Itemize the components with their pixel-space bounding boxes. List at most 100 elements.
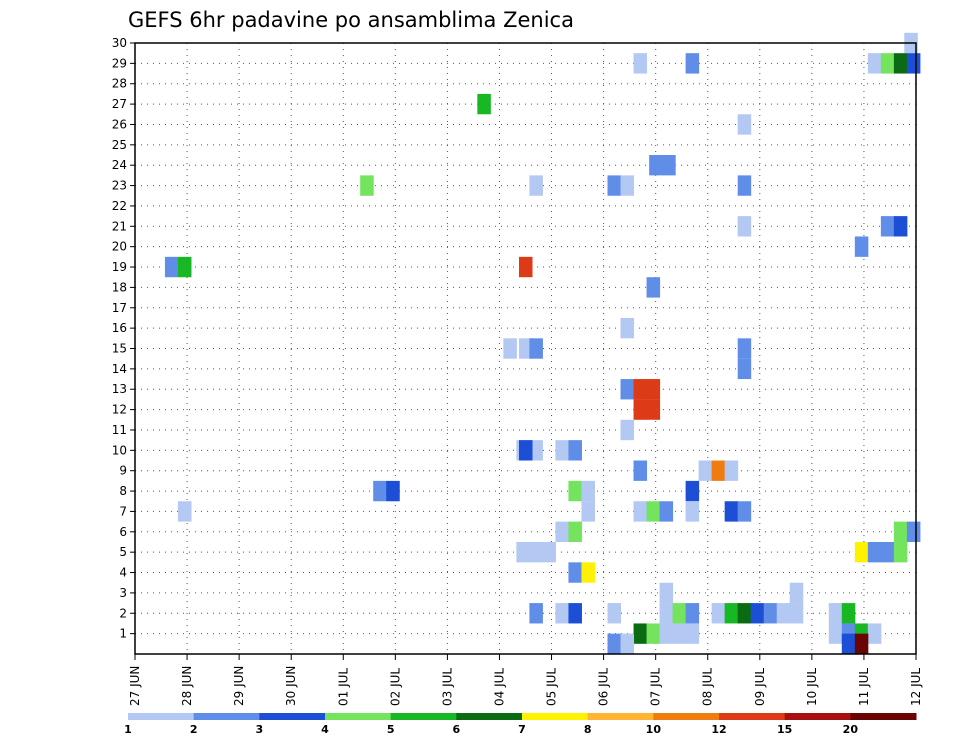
- data-cell: [841, 603, 856, 624]
- colorbar-swatch: [456, 713, 523, 720]
- data-cell: [750, 603, 765, 624]
- x-tick-label: 06 JUL: [597, 668, 611, 706]
- data-cell: [633, 501, 648, 522]
- data-cell: [386, 480, 400, 502]
- data-cell: [518, 256, 533, 278]
- y-tick-label: 25: [112, 138, 127, 152]
- x-tick-label: 27 JUN: [128, 666, 142, 706]
- colorbar-swatch: [653, 713, 720, 720]
- data-cell: [503, 338, 517, 359]
- data-cell: [854, 541, 869, 563]
- data-cell: [164, 256, 179, 278]
- data-cell: [737, 216, 752, 237]
- data-cell: [568, 603, 582, 624]
- y-tick-label: 21: [112, 219, 127, 233]
- data-cell: [685, 501, 700, 522]
- data-cell: [776, 603, 791, 624]
- data-cell: [841, 633, 856, 654]
- y-tick-label: 18: [112, 280, 127, 294]
- data-cell: [880, 53, 895, 74]
- data-cell: [607, 175, 622, 196]
- data-cell: [607, 633, 622, 654]
- colorbar-label: 7: [518, 723, 526, 736]
- colorbar: 1 2 3 4 5 6 7 8 10 12 15 20: [124, 713, 917, 736]
- chart-title: GEFS 6hr padavine po ansamblima Zenica: [128, 8, 574, 32]
- x-tick-label: 12 JUL: [909, 668, 923, 706]
- colorbar-label: 3: [256, 723, 264, 736]
- colorbar-label: 10: [646, 723, 662, 736]
- x-tick-label: 10 JUL: [805, 668, 819, 706]
- y-tick-label: 19: [112, 260, 127, 274]
- data-cell: [880, 216, 895, 237]
- colorbar-swatch: [522, 713, 589, 720]
- x-tick-label: 08 JUL: [701, 668, 715, 706]
- data-cell: [711, 460, 726, 481]
- data-cell: [724, 460, 739, 481]
- colorbar-label: 15: [777, 723, 792, 736]
- data-cell: [685, 603, 700, 624]
- data-cell: [737, 501, 752, 522]
- data-cell: [529, 541, 543, 563]
- y-tick-label: 15: [112, 342, 127, 356]
- colorbar-swatch: [850, 713, 917, 720]
- data-cell: [633, 460, 648, 481]
- data-cell: [518, 440, 533, 461]
- data-cell: [646, 277, 661, 298]
- data-cell: [646, 379, 661, 400]
- data-cell: [763, 603, 778, 624]
- data-cell: [867, 53, 882, 74]
- y-tick-label: 11: [112, 423, 127, 437]
- data-cell: [685, 53, 700, 74]
- data-cell: [555, 440, 569, 461]
- data-cell: [529, 338, 543, 359]
- data-cell: [893, 541, 908, 563]
- data-cell: [854, 633, 869, 654]
- x-tick-label: 05 JUL: [545, 668, 559, 706]
- y-tick-label: 23: [112, 179, 127, 193]
- data-cell: [568, 562, 582, 583]
- data-cell: [711, 603, 726, 624]
- colorbar-swatch: [325, 713, 392, 720]
- data-cell: [581, 501, 595, 522]
- colorbar-swatch: [390, 713, 457, 720]
- data-cell: [659, 501, 674, 522]
- data-cell: [360, 175, 374, 196]
- data-cell: [789, 582, 804, 604]
- data-cell: [529, 603, 543, 624]
- x-tick-label: 29 JUN: [232, 666, 246, 706]
- y-tick-label: 7: [119, 504, 127, 518]
- data-cell: [581, 480, 595, 502]
- data-cell: [542, 541, 556, 563]
- data-cell: [724, 501, 739, 522]
- x-tick-label: 03 JUL: [440, 668, 454, 706]
- data-cell: [659, 582, 674, 604]
- data-cell: [672, 623, 687, 644]
- x-tick-label: 28 JUN: [180, 666, 194, 706]
- colorbar-label: 20: [843, 723, 859, 736]
- data-cell: [477, 93, 491, 115]
- data-cell: [568, 440, 582, 461]
- colorbar-swatch: [587, 713, 654, 720]
- data-cell: [555, 603, 569, 624]
- y-tick-label: 30: [112, 36, 127, 50]
- data-cell: [880, 541, 895, 563]
- y-tick-label: 20: [112, 240, 127, 254]
- data-cell: [620, 317, 635, 339]
- data-cell: [828, 603, 843, 624]
- colorbar-label: 12: [711, 723, 726, 736]
- y-tick-label: 6: [119, 525, 127, 539]
- data-cell: [854, 236, 869, 257]
- data-cell: [177, 256, 192, 278]
- data-cell: [529, 440, 543, 461]
- colorbar-swatch: [784, 713, 851, 720]
- y-tick-label: 22: [112, 199, 127, 213]
- data-cell: [867, 541, 882, 563]
- data-cell: [906, 521, 921, 542]
- data-cell: [737, 175, 752, 196]
- data-cell: [518, 338, 533, 359]
- data-cell: [649, 155, 663, 176]
- colorbar-swatch: [259, 713, 326, 720]
- y-tick-label: 10: [112, 443, 127, 457]
- y-tick-label: 12: [112, 403, 127, 417]
